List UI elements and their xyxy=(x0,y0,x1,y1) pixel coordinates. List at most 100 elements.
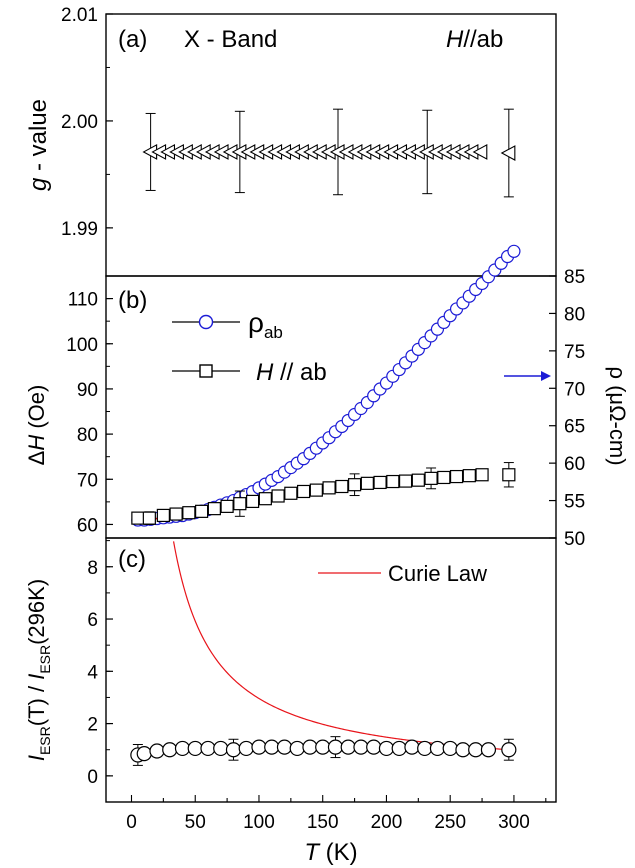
panel-b-y-tick-label: 70 xyxy=(77,470,98,491)
intensity-point xyxy=(136,746,152,762)
panel-b-y-tick-label: 80 xyxy=(77,425,98,446)
panel-a-y-tick-label: 2.01 xyxy=(61,5,98,26)
ylabel-c-mid: (T) / xyxy=(24,680,49,726)
panel-a-ylabel: g - value xyxy=(25,99,52,191)
panel-b-right-tick-label: 50 xyxy=(564,529,585,550)
h-ab-point xyxy=(347,478,362,492)
intensity-point xyxy=(174,740,191,757)
intensity-point xyxy=(442,740,458,757)
arrow-head xyxy=(541,371,551,381)
intensity-point xyxy=(238,740,254,757)
h-ab-point xyxy=(169,507,183,521)
panel-c-y-tick-label: 2 xyxy=(87,715,98,736)
ylabel-c-sub1: ESR xyxy=(37,726,53,755)
panel-c-y-tick-label: 4 xyxy=(87,662,98,683)
h-ab-point xyxy=(398,474,413,488)
panel-a-band-label: X - Band xyxy=(184,26,277,53)
panel-b-right-tick-label: 80 xyxy=(564,304,585,325)
ylabel-c-i2: I xyxy=(24,674,49,680)
intensity-point xyxy=(162,742,178,758)
panel-c-frame xyxy=(105,537,557,803)
intensity-point xyxy=(149,743,165,759)
panel-b-arrow xyxy=(504,371,551,381)
panel-c: 0 2 4 6 8 0 50 100 150 200 250 300 xyxy=(87,540,547,833)
intensity-point xyxy=(315,739,331,755)
h-ab-point xyxy=(449,469,464,484)
intensity-point xyxy=(251,739,267,755)
h-ab-point xyxy=(271,489,285,503)
panel-a-triangle-point xyxy=(500,145,516,161)
legend-h-rest: // ab xyxy=(273,359,326,386)
panel-c-x-tick-label: 0 xyxy=(126,812,137,833)
h-ab-point xyxy=(258,492,272,506)
h-ab-point xyxy=(322,481,336,495)
h-ab-point xyxy=(360,476,374,490)
panel-c-ylabel: IESR(T) / IESR(296K) xyxy=(24,579,53,761)
panel-b-ylabel: ΔH (Oe) xyxy=(24,385,49,466)
panel-b-right-tick-label: 85 xyxy=(564,267,585,288)
intensity-point xyxy=(225,742,242,758)
legend-h-marker xyxy=(199,364,213,378)
legend-rho-sub: ab xyxy=(264,323,283,342)
panel-b-right-tick-label: 60 xyxy=(564,454,585,475)
h-ab-point xyxy=(437,470,451,485)
ylabel-c-i1: I xyxy=(24,755,49,761)
panel-c-label: (c) xyxy=(118,546,146,573)
panel-c-y-tick-label: 6 xyxy=(87,610,98,631)
panel-a-y-tick-label: 1.99 xyxy=(61,219,98,240)
intensity-point xyxy=(353,739,369,755)
legend-rho-marker xyxy=(198,314,214,330)
panel-c-xlabel: T (K) xyxy=(304,839,357,866)
panel-b-y-tick-label: 60 xyxy=(77,515,98,536)
h-ab-point xyxy=(502,468,516,482)
h-ab-point xyxy=(220,499,234,513)
intensity-point xyxy=(429,740,446,757)
panel-a-triangle-point xyxy=(472,144,488,160)
xlabel-rest: (K) xyxy=(319,839,358,866)
h-ab-point xyxy=(373,475,387,490)
h-ab-point xyxy=(131,511,145,525)
panel-b-right-tick-label: 65 xyxy=(564,417,585,438)
panel-c-x-tick-label: 50 xyxy=(185,812,206,833)
intensity-point xyxy=(417,740,433,757)
panel-a-field-italic: H xyxy=(446,26,464,53)
panel-a-label: (a) xyxy=(118,26,147,53)
h-ab-point xyxy=(156,508,170,523)
legend-c: Curie Law xyxy=(318,561,487,586)
intensity-point xyxy=(455,742,471,758)
panel-b-ylabel-right: ρ (μΩ-cm) xyxy=(605,366,630,465)
panel-c-y-tick-label: 8 xyxy=(87,558,98,579)
panel-b-ylabel-italic: H xyxy=(24,435,49,451)
panel-c-x-tick-label: 100 xyxy=(243,812,275,833)
panel-b-y-tick-label: 100 xyxy=(66,335,98,356)
panel-a-ylabel-rest: - value xyxy=(25,99,52,178)
h-ab-point xyxy=(296,484,311,499)
legend-h-italic: H xyxy=(256,359,274,386)
h-ab-point xyxy=(207,502,221,516)
panel-a-ylabel-italic: g xyxy=(25,177,52,191)
legend-rho-label: ρab xyxy=(248,307,283,342)
legend-b: ρab H // ab xyxy=(172,307,327,386)
legend-h-label: H // ab xyxy=(256,359,327,386)
intensity-point xyxy=(468,742,484,758)
h-ab-point xyxy=(335,479,349,494)
h-ab-point xyxy=(142,511,156,525)
intensity-point xyxy=(404,739,420,755)
ylabel-c-end: (296K) xyxy=(24,579,49,645)
panel-b-frame xyxy=(105,275,557,539)
h-ab-point xyxy=(475,468,489,482)
h-ab-point xyxy=(284,486,298,500)
panel-b-y-tick-label: 90 xyxy=(77,380,98,401)
panel-c-x-tick-label: 300 xyxy=(498,812,530,833)
panel-b-right-tick-label: 55 xyxy=(564,492,585,513)
intensity-point xyxy=(213,740,229,757)
intensity-point xyxy=(501,742,517,758)
h-ab-point xyxy=(424,471,438,485)
legend-rho-main: ρ xyxy=(248,307,264,338)
intensity-point xyxy=(289,740,305,757)
panel-c-x-tick-label: 150 xyxy=(307,812,339,833)
h-ab-point xyxy=(182,506,196,520)
h-ab-point xyxy=(309,483,323,497)
panel-b-ylabel-rest: (Oe) xyxy=(24,385,49,435)
